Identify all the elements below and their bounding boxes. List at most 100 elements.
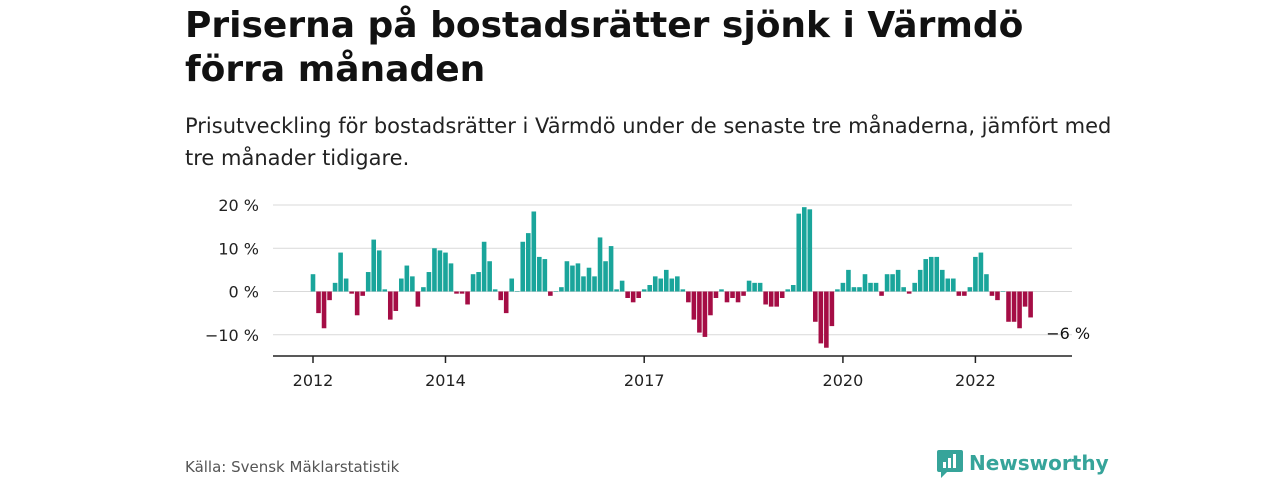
- y-tick-label: 0 %: [229, 283, 259, 302]
- bar: [785, 289, 791, 292]
- bar: [498, 291, 503, 301]
- bar-chart: 20 % 10 % 0 % −10 % 2012 2014 2017 2020 2022 −6…: [205, 196, 1090, 390]
- chart-subtitle: Prisutveckling för bostadsrätter i Värmd…: [185, 114, 1112, 170]
- bar: [525, 233, 531, 292]
- bar: [962, 291, 967, 296]
- bar: [857, 287, 862, 292]
- bar: [801, 207, 807, 292]
- bar: [531, 211, 537, 292]
- bar: [807, 209, 813, 292]
- bar: [399, 278, 404, 292]
- bar: [603, 261, 608, 292]
- bar: [415, 291, 421, 307]
- source-note: Källa: Svensk Mäklarstatistik: [185, 458, 400, 476]
- bar: [884, 274, 890, 292]
- bar: [371, 239, 377, 292]
- x-axis-ticks: 2012 2014 2017 2020 2022: [293, 356, 996, 390]
- bar: [443, 252, 448, 292]
- bar: [741, 291, 746, 296]
- bar: [956, 291, 962, 296]
- bar: [321, 291, 327, 329]
- x-tick-label: 2014: [425, 371, 466, 390]
- bar: [934, 256, 940, 292]
- bar: [757, 282, 763, 292]
- bar: [625, 291, 630, 298]
- x-tick-label: 2012: [293, 371, 334, 390]
- newsworthy-logo-icon: [937, 450, 963, 478]
- bar: [1017, 291, 1022, 329]
- bar: [851, 287, 857, 292]
- bar: [470, 274, 476, 292]
- bar: [354, 291, 360, 316]
- x-tick-label: 2020: [823, 371, 864, 390]
- bar: [691, 291, 697, 320]
- bar: [779, 291, 785, 298]
- brand-logo[interactable]: Newsworthy: [937, 448, 1109, 478]
- bar: [553, 291, 559, 292]
- bar: [492, 289, 498, 292]
- bar: [481, 241, 487, 292]
- bars: [310, 207, 1033, 348]
- bar: [586, 267, 592, 292]
- bar: [923, 259, 929, 292]
- bar: [564, 261, 570, 292]
- bar: [1022, 291, 1028, 307]
- bar: [437, 250, 443, 292]
- bar: [912, 282, 917, 292]
- bar: [459, 291, 465, 294]
- bar: [327, 291, 332, 301]
- bar: [514, 291, 520, 292]
- bar: [652, 276, 658, 292]
- bar: [382, 289, 388, 292]
- bar: [332, 282, 338, 292]
- bar: [862, 274, 868, 292]
- bar: [846, 269, 851, 292]
- bar: [724, 291, 730, 303]
- bar: [520, 241, 526, 292]
- bar: [575, 263, 581, 292]
- bar: [387, 291, 393, 320]
- bar: [735, 291, 741, 303]
- bar: [636, 291, 641, 298]
- bar: [768, 291, 774, 307]
- bar: [901, 287, 906, 292]
- bar: [548, 291, 553, 296]
- bar: [746, 280, 752, 292]
- bar: [895, 269, 901, 292]
- bar: [669, 278, 675, 292]
- bar: [316, 291, 321, 314]
- bar: [680, 289, 686, 292]
- bar: [702, 291, 708, 337]
- bar: [951, 278, 956, 292]
- bar: [426, 272, 432, 292]
- y-tick-label: 20 %: [218, 196, 259, 215]
- bar: [421, 287, 426, 292]
- bar: [973, 256, 978, 292]
- bar: [752, 282, 757, 292]
- bar: [559, 287, 564, 292]
- bar: [829, 291, 835, 327]
- bar: [824, 291, 829, 348]
- bar: [663, 269, 669, 292]
- last-value-label: −6 %: [1046, 324, 1090, 343]
- bar: [465, 291, 470, 305]
- bar: [509, 278, 515, 292]
- bar: [1000, 291, 1006, 292]
- bar: [343, 278, 349, 292]
- bar: [984, 274, 989, 292]
- bar: [989, 291, 995, 296]
- x-tick-label: 2017: [624, 371, 665, 390]
- bar: [713, 291, 719, 298]
- bar: [310, 274, 316, 292]
- bar: [967, 287, 973, 292]
- bar: [592, 276, 597, 292]
- chart-title: Priserna på bostadsrätter sjönk i Värmdö…: [185, 5, 1024, 90]
- bar: [774, 291, 779, 307]
- bar: [630, 291, 636, 303]
- bar: [719, 289, 724, 292]
- bar: [697, 291, 702, 333]
- bar: [978, 252, 984, 292]
- bar: [917, 269, 923, 292]
- bar: [945, 278, 951, 292]
- bar: [487, 261, 492, 292]
